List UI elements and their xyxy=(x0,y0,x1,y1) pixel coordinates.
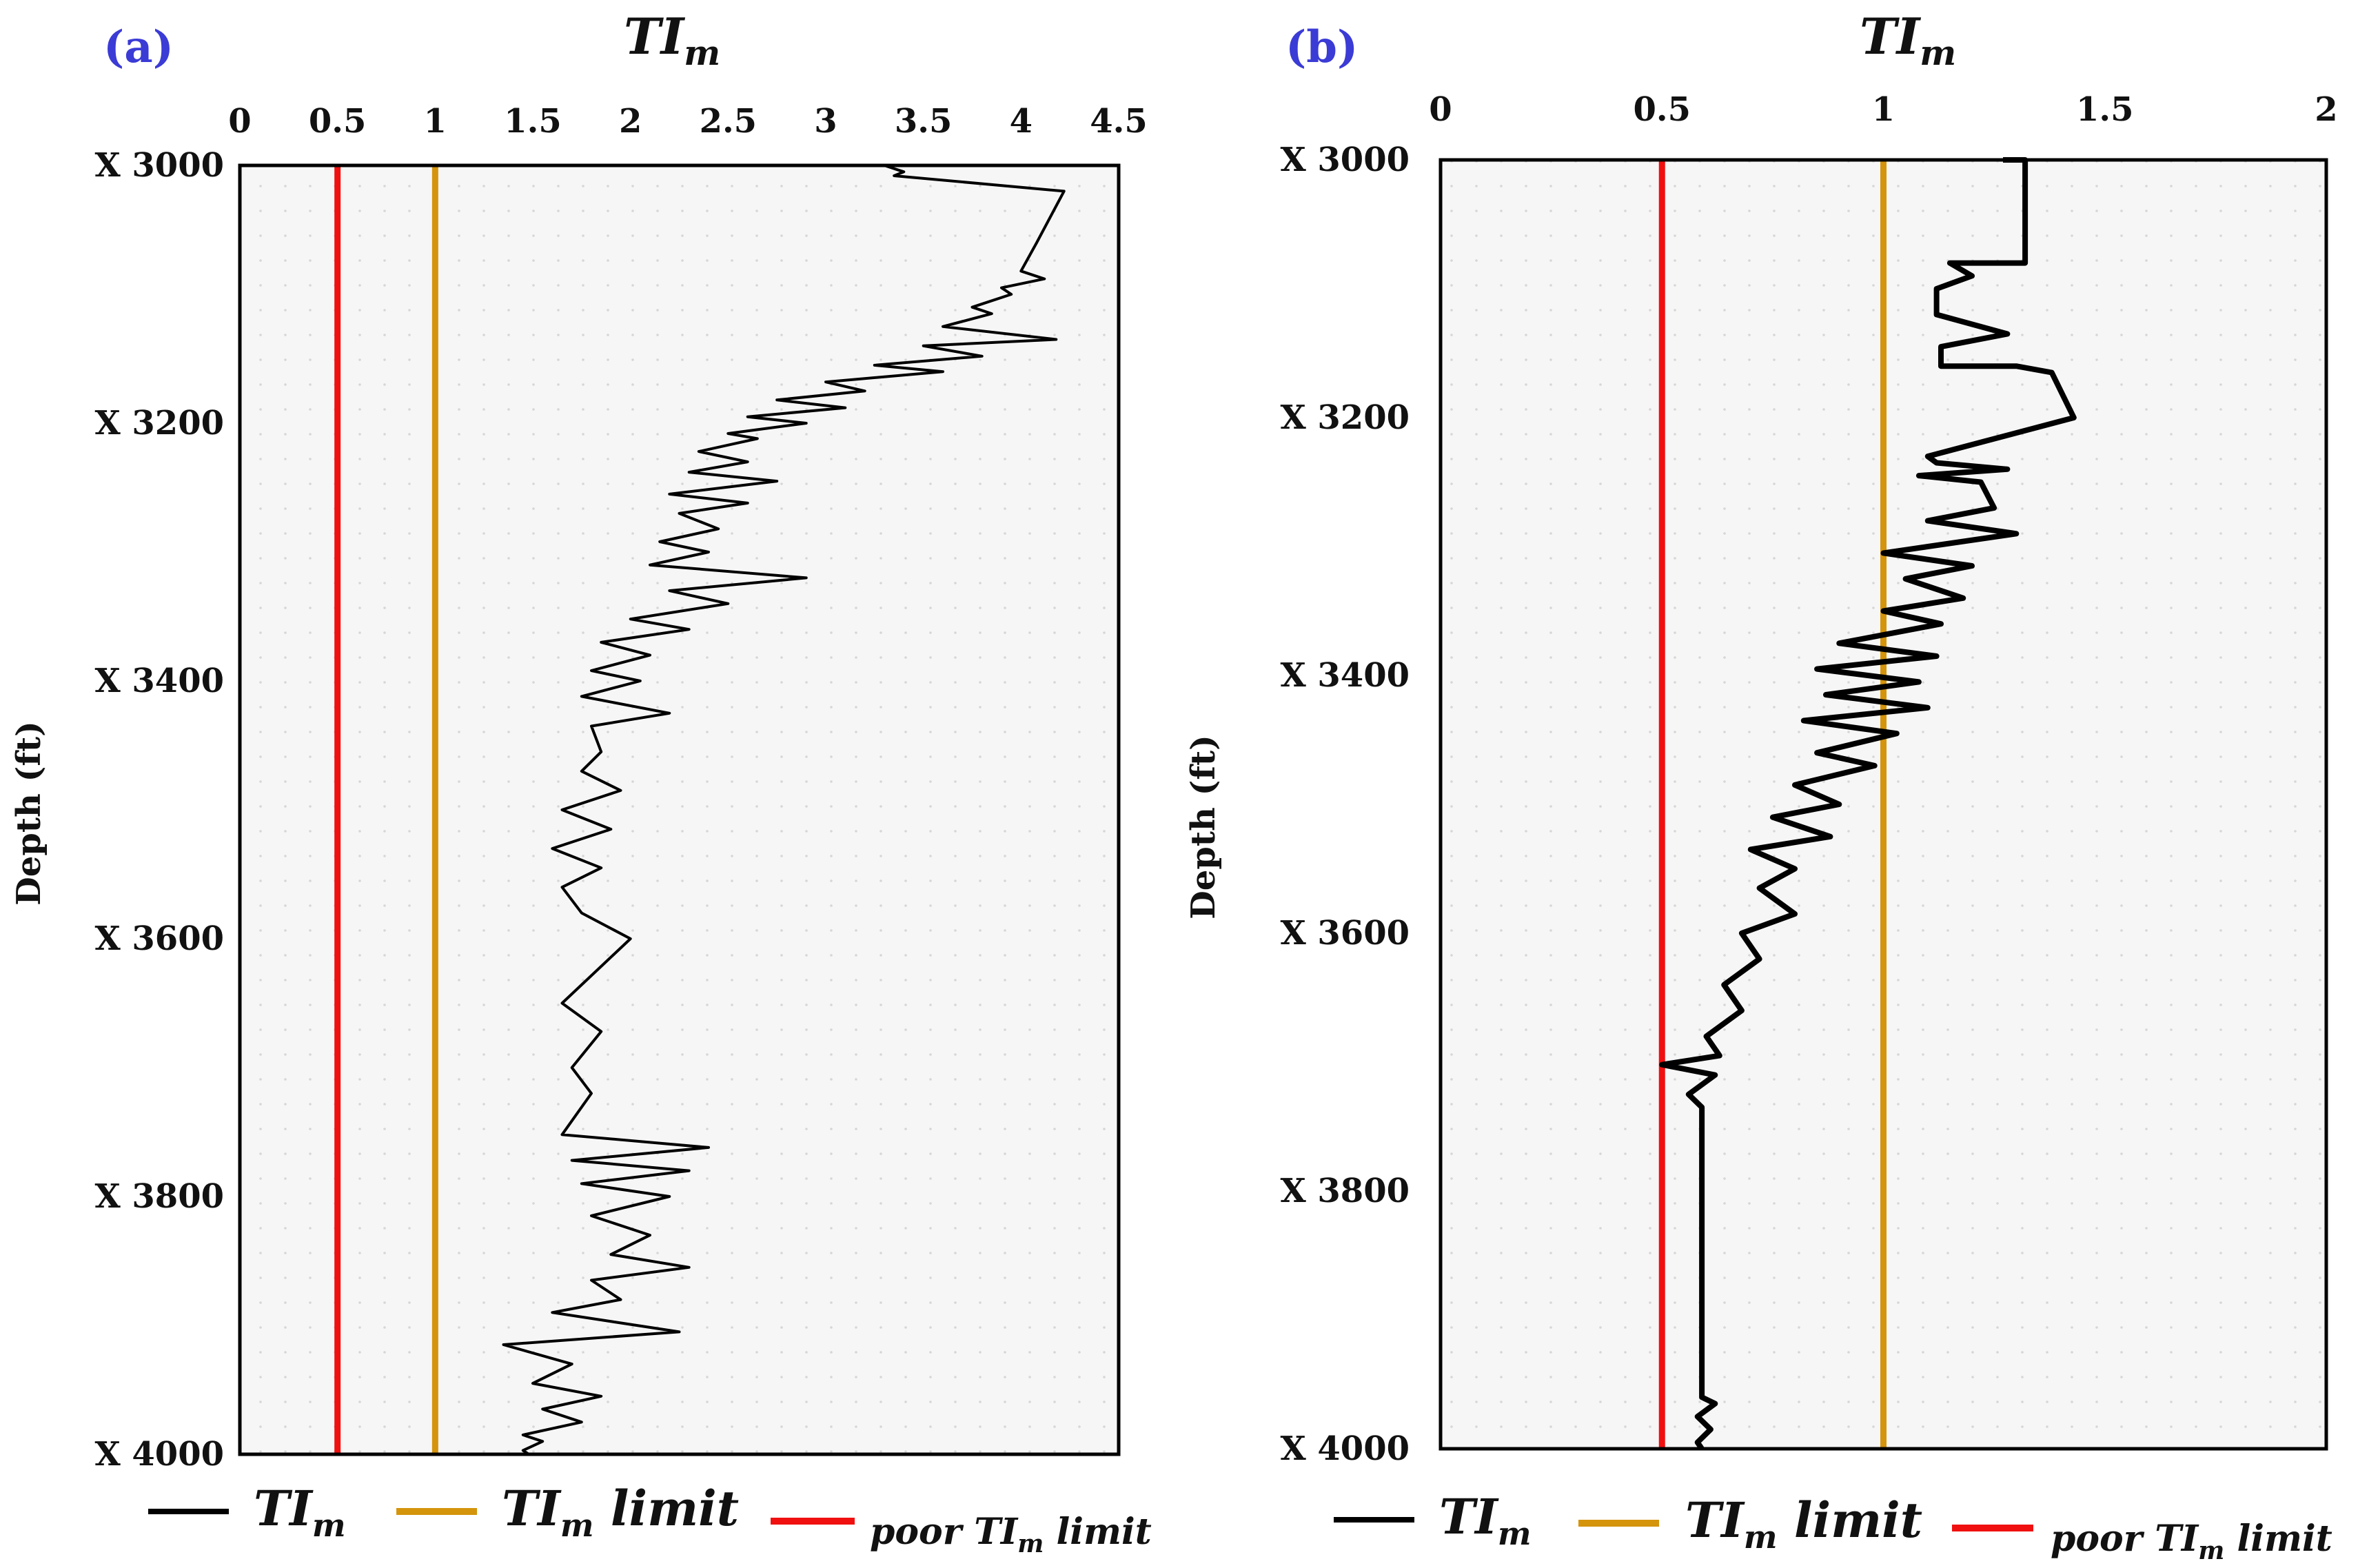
panel-a-plot-dot-grid xyxy=(240,165,1119,1454)
panel-b-y-ticks: X 3000 X 3200 X 3400 X 3600 X 3800 X 4000 xyxy=(1280,141,1410,1468)
legend-a-poor-label: poor TIm limit xyxy=(870,1511,1152,1558)
panel-a-y-axis-title: Depth (ft) xyxy=(10,721,48,906)
panel-b-limit-lines xyxy=(1658,160,1887,1449)
panel-b-tim-series-line xyxy=(1659,157,2077,1451)
panel-b-x-tick-label: 0 xyxy=(1429,90,1452,129)
legend-b-tim-main: TI xyxy=(1439,1488,1499,1545)
panel-a: (a) TIm 0 0.5 1 1.5 2 2.5 3 3.5 4 4.5 X 3000 X 320… xyxy=(10,7,1148,1474)
legend-b-limit-main: TI xyxy=(1685,1491,1745,1549)
panel-a-x-tick-label: 0 xyxy=(228,102,251,141)
panel-b-y-tick-label: X 3000 xyxy=(1280,141,1410,179)
panel-a-x-tick-label: 3 xyxy=(814,102,837,141)
panel-b-x-tick-label: 1.5 xyxy=(2076,90,2134,129)
panel-a-series xyxy=(502,164,1066,1456)
legend-a-poor-sub: m xyxy=(1017,1529,1044,1558)
panel-b-x-tick-label: 1 xyxy=(1872,90,1895,129)
panel-a-y-ticks: X 3000 X 3200 X 3400 X 3600 X 3800 X 4000 xyxy=(94,146,224,1474)
panel-a-y-tick-label: X 3800 xyxy=(94,1177,224,1216)
panel-b: (b) TIm 0 0.5 1 1.5 2 X 3000 X 3200 X 3400 X 36… xyxy=(1184,7,2338,1468)
legend-a-limit-suffix: limit xyxy=(594,1480,740,1537)
panel-a-limit-lines xyxy=(334,165,438,1454)
panel-b-label: (b) xyxy=(1285,21,1358,73)
legend-b-poor-sub: m xyxy=(2198,1536,2224,1565)
panel-b-y-tick-label: X 3800 xyxy=(1280,1172,1410,1210)
legend-a-tim-label: TIm xyxy=(254,1480,346,1544)
panel-a-y-tick-label: X 3400 xyxy=(94,662,224,700)
legend-b-limit-suffix: limit xyxy=(1778,1491,1923,1549)
panel-b-x-axis-title: TIm xyxy=(1860,7,1956,73)
panel-a-label: (a) xyxy=(103,21,174,73)
legend-b-limit-sub: m xyxy=(1744,1518,1778,1556)
panel-b-y-tick-label: X 4000 xyxy=(1280,1429,1410,1468)
panel-a-legend: TIm TIm limit poor TIm limit xyxy=(148,1480,1152,1558)
legend-a-limit-label: TIm limit xyxy=(502,1480,739,1544)
panel-a-x-tick-label: 1 xyxy=(424,102,447,141)
legend-a-poor-suffix: limit xyxy=(1044,1511,1151,1553)
legend-a-tim-sub: m xyxy=(312,1507,346,1544)
panel-a-y-tick-label: X 4000 xyxy=(94,1435,224,1474)
legend-a-tim-main: TI xyxy=(254,1480,314,1537)
legend-b-limit-label: TIm limit xyxy=(1685,1491,1922,1556)
legend-a-poor-prefix: poor xyxy=(870,1511,974,1553)
legend-b-poor-prefix: poor xyxy=(2051,1518,2155,1560)
legend-b-poor-main: TI xyxy=(2155,1518,2199,1560)
panel-b-y-axis-title: Depth (ft) xyxy=(1184,735,1223,919)
panel-b-legend: TIm TIm limit poor TIm limit xyxy=(1334,1488,2332,1565)
legend-a-limit-sub: m xyxy=(560,1507,594,1544)
legend-b-tim-sub: m xyxy=(1498,1515,1532,1552)
panel-b-plot-frame xyxy=(1438,158,2328,1451)
panel-b-x-axis-title-main: TI xyxy=(1860,7,1922,65)
panel-a-y-tick-label: X 3200 xyxy=(94,404,224,442)
panel-a-x-tick-label: 4 xyxy=(1010,102,1033,141)
legend-b-tim-label: TIm xyxy=(1439,1488,1532,1552)
panel-a-x-tick-label: 0.5 xyxy=(309,102,367,141)
panel-b-y-tick-label: X 3400 xyxy=(1280,656,1410,695)
panel-a-x-tick-label: 3.5 xyxy=(895,102,953,141)
panel-b-x-tick-label: 0.5 xyxy=(1633,90,1691,129)
panel-b-y-tick-label: X 3600 xyxy=(1280,914,1410,953)
panel-a-x-ticks: 0 0.5 1 1.5 2 2.5 3 3.5 4 4.5 xyxy=(228,102,1147,141)
legend-b-poor-label: poor TIm limit xyxy=(2051,1518,2332,1565)
panel-b-y-tick-label: X 3200 xyxy=(1280,398,1410,437)
panel-a-x-tick-label: 1.5 xyxy=(504,102,562,141)
panel-a-y-tick-label: X 3600 xyxy=(94,919,224,958)
panel-a-x-tick-label: 2 xyxy=(619,102,642,141)
panel-a-y-tick-label: X 3000 xyxy=(94,146,224,185)
panel-a-x-tick-label: 4.5 xyxy=(1090,102,1148,141)
panel-b-series xyxy=(1659,157,2077,1451)
panel-a-x-axis-title: TIm xyxy=(624,7,720,73)
legend-a-poor-main: TI xyxy=(974,1511,1019,1553)
legend-a-limit-main: TI xyxy=(502,1480,562,1537)
panel-b-x-tick-label: 2 xyxy=(2315,90,2337,129)
panel-a-tim-series-line xyxy=(502,164,1066,1456)
legend-b-poor-suffix: limit xyxy=(2224,1518,2332,1560)
panel-a-x-tick-label: 2.5 xyxy=(700,102,758,141)
panel-b-x-axis-title-sub: m xyxy=(1920,32,1956,73)
panel-a-plot-frame xyxy=(238,163,1121,1456)
panel-b-x-ticks: 0 0.5 1 1.5 2 xyxy=(1429,90,2337,129)
panel-a-x-axis-title-main: TI xyxy=(624,7,686,65)
panel-a-x-axis-title-sub: m xyxy=(684,32,720,73)
